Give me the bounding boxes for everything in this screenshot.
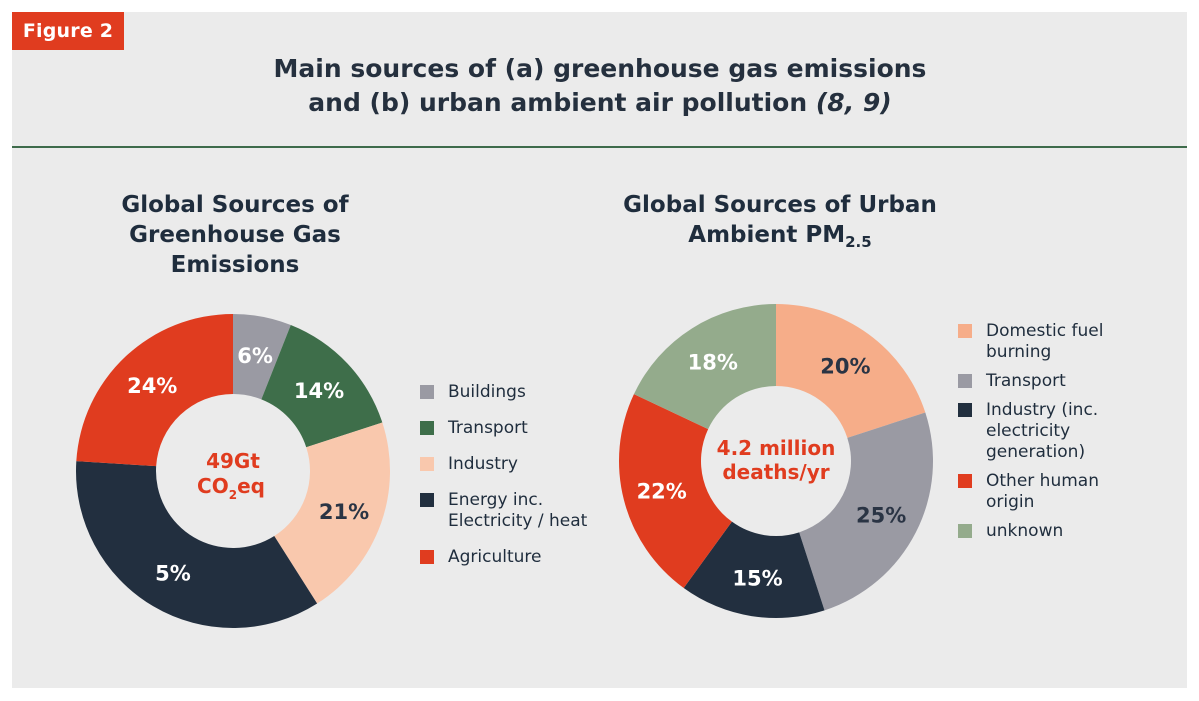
chart-a-slice-agriculture — [76, 314, 233, 467]
chart-a-slice-energy-inc-electricity-heat — [76, 461, 318, 628]
chart-b-center-label: 4.2 million deaths/yr — [717, 436, 836, 484]
chart-b-legend-item: Domestic fuel burning — [958, 321, 1128, 363]
chart-b-title-pm-subscript: 2.5 — [845, 233, 872, 251]
chart-b-slice-label-domestic-fuel-burning: 20% — [820, 355, 870, 379]
chart-b-legend-swatch — [958, 524, 972, 538]
chart-b-slice-unknown — [633, 304, 776, 430]
chart-b-slice-domestic-fuel-burning — [776, 304, 926, 438]
chart-a-title-line1: Global Sources of — [121, 192, 349, 218]
chart-b-legend-label: unknown — [986, 521, 1064, 541]
chart-a-slice-label-industry: 21% — [319, 500, 369, 524]
chart-a-slice-label-buildings: 6% — [237, 344, 273, 368]
chart-a-legend-swatch — [420, 457, 434, 471]
chart-b-legend-label: Domestic fuel burning — [986, 321, 1104, 362]
chart-a-legend: Buildings Transport Industry Energy inc. Ele… — [420, 382, 620, 583]
chart-a-legend-item: Transport — [420, 418, 620, 439]
chart-a-title-line2: Greenhouse Gas — [129, 222, 341, 248]
chart-a-slice-transport — [261, 325, 383, 448]
chart-a-legend-swatch — [420, 550, 434, 564]
chart-b-legend-label: Transport — [986, 371, 1066, 391]
chart-b-legend-item: unknown — [958, 521, 1128, 542]
chart-a-legend-item: Buildings — [420, 382, 620, 403]
figure-title-line1: Main sources of (a) greenhouse gas emiss… — [273, 54, 927, 83]
chart-a-legend-label: Transport — [448, 418, 528, 438]
chart-a-legend-item: Agriculture — [420, 547, 620, 568]
figure-label-badge: Figure 2 — [12, 12, 124, 50]
chart-a-legend-swatch — [420, 385, 434, 399]
chart-a-legend-swatch — [420, 421, 434, 435]
chart-a-slice-buildings — [233, 314, 291, 400]
chart-a-legend-label: Energy inc. Electricity / heat — [448, 490, 588, 531]
chart-a-title: Global Sources of Greenhouse Gas Emissio… — [90, 190, 380, 280]
chart-b-legend-item: Other human origin — [958, 471, 1128, 513]
chart-b-slice-transport — [799, 412, 933, 611]
chart-b-legend-swatch — [958, 324, 972, 338]
chart-a-center-label: 49Gt CO2eq — [197, 449, 265, 502]
chart-a-legend-swatch — [420, 493, 434, 507]
chart-b-legend: Domestic fuel burning Transport Industry (i… — [958, 321, 1128, 550]
chart-a-legend-item: Energy inc. Electricity / heat — [420, 490, 620, 532]
chart-b-legend-swatch — [958, 474, 972, 488]
chart-b-legend-item: Transport — [958, 371, 1128, 392]
chart-b-slice-industry-inc-electricity-generation — [683, 521, 825, 618]
chart-a-legend-label: Industry — [448, 454, 518, 474]
chart-b-slice-label-other-human-origin: 22% — [637, 479, 687, 503]
chart-b-legend-label: Other human origin — [986, 471, 1099, 512]
chart-b-legend-swatch — [958, 403, 972, 417]
header-divider — [12, 146, 1187, 148]
figure-title-line2: and (b) urban ambient air pollution (8, … — [120, 86, 1080, 120]
chart-a-legend-item: Industry — [420, 454, 620, 475]
figure-title-refs: (8, 9) — [815, 88, 892, 117]
chart-a-title-line3: Emissions — [170, 252, 300, 278]
chart-b-title-line2: Ambient PM2.5 — [590, 220, 970, 257]
chart-b-title-pm: Ambient PM — [688, 222, 846, 248]
chart-a-slice-label-agriculture: 24% — [127, 374, 177, 398]
figure-title: Main sources of (a) greenhouse gas emiss… — [120, 52, 1080, 120]
chart-a-slice-label-transport: 14% — [294, 379, 344, 403]
chart-a-slice-industry — [274, 422, 391, 604]
chart-b-title-line1: Global Sources of Urban — [623, 192, 937, 218]
chart-b-slice-label-unknown: 18% — [688, 350, 738, 374]
chart-b-title: Global Sources of Urban Ambient PM2.5 — [590, 190, 970, 257]
chart-b-slice-other-human-origin — [619, 394, 732, 589]
chart-b-legend-label: Industry (inc. electricity generation) — [986, 400, 1099, 462]
chart-a-legend-label: Buildings — [448, 382, 526, 402]
chart-b-slice-label-industry-inc-electricity-generation: 15% — [732, 567, 782, 591]
chart-a-slice-label-energy-inc-electricity-heat: 5% — [155, 562, 191, 586]
chart-b-slice-label-transport: 25% — [856, 504, 906, 528]
chart-b-legend-item: Industry (inc. electricity generation) — [958, 400, 1128, 463]
chart-b-legend-swatch — [958, 374, 972, 388]
figure-title-line2-text: and (b) urban ambient air pollution — [308, 88, 816, 117]
chart-a-legend-label: Agriculture — [448, 547, 542, 567]
